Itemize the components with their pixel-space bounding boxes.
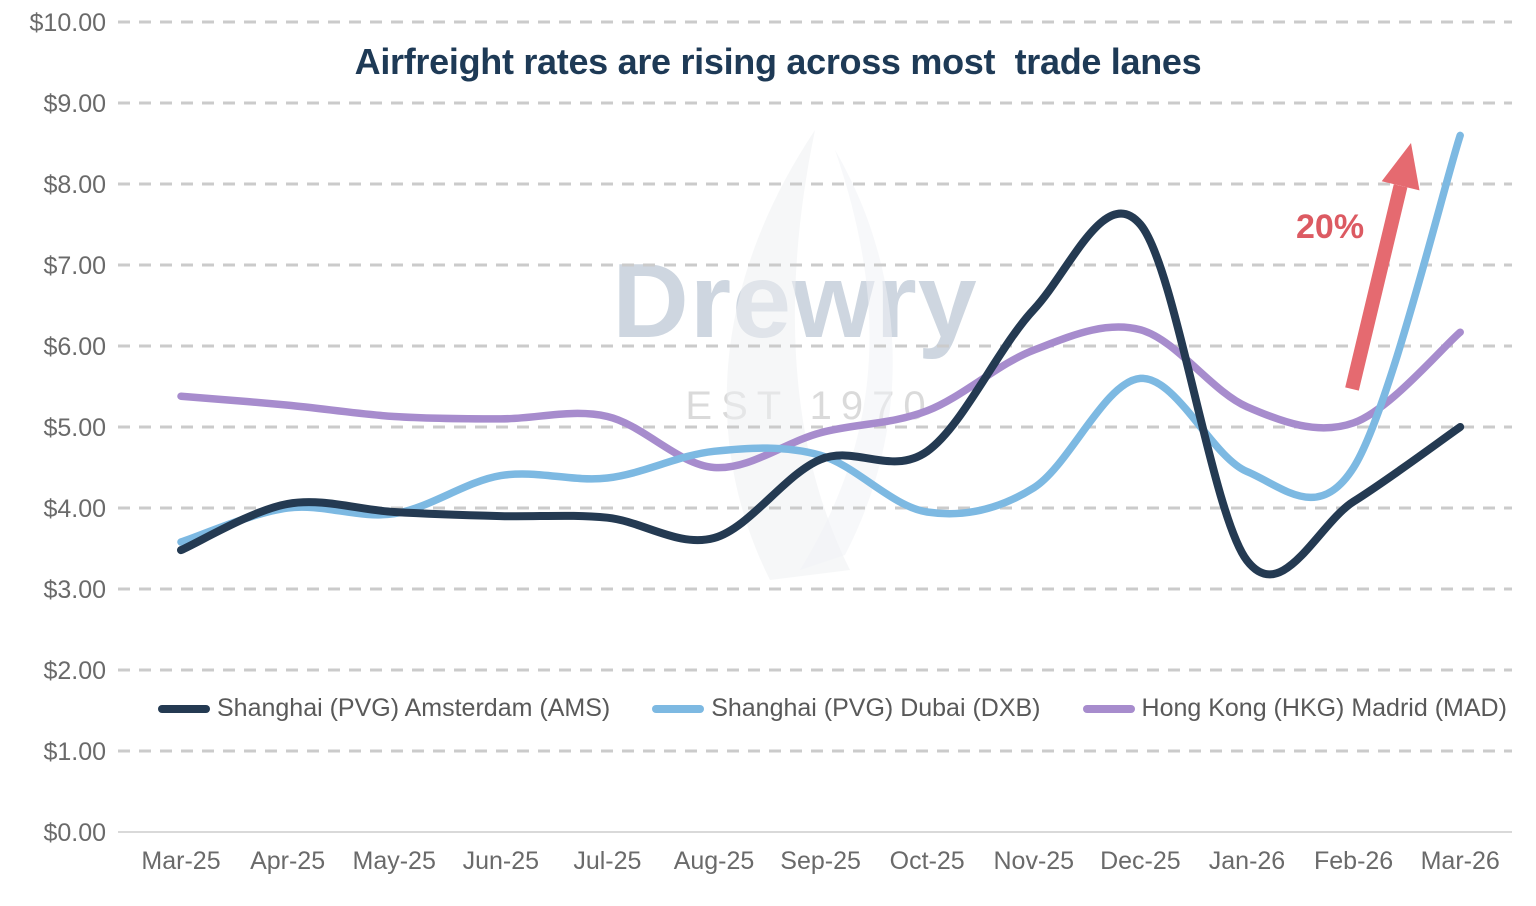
y-tick-label: $0.00 xyxy=(43,819,106,847)
watermark-flame-icon xyxy=(800,150,893,570)
chart-legend: Shanghai (PVG) Amsterdam (AMS) Shanghai … xyxy=(158,694,1507,723)
x-tick-label: Apr-25 xyxy=(250,847,325,875)
y-tick-label: $4.00 xyxy=(43,495,106,523)
x-tick-label: Nov-25 xyxy=(994,847,1075,875)
legend-label-hongkong-madrid: Hong Kong (HKG) Madrid (MAD) xyxy=(1141,694,1507,722)
growth-arrow-icon xyxy=(1345,143,1420,391)
y-tick-label: $5.00 xyxy=(43,414,106,442)
x-tick-label: May-25 xyxy=(353,847,436,875)
x-tick-label: Oct-25 xyxy=(890,847,965,875)
legend-swatch-shanghai-dubai xyxy=(652,704,705,713)
x-tick-label: Feb-26 xyxy=(1314,847,1393,875)
x-tick-label: Jun-25 xyxy=(463,847,539,875)
chart-title: Airfreight rates are rising across most … xyxy=(354,41,1202,82)
y-tick-label: $8.00 xyxy=(43,171,106,199)
legend-item-hongkong-madrid: Hong Kong (HKG) Madrid (MAD) xyxy=(1082,694,1507,723)
x-tick-label: Jul-25 xyxy=(573,847,641,875)
legend-item-shanghai-amsterdam: Shanghai (PVG) Amsterdam (AMS) xyxy=(158,694,610,723)
series-line-1 xyxy=(177,131,1464,546)
x-tick-label: Jan-26 xyxy=(1209,847,1285,875)
y-tick-label: $2.00 xyxy=(43,657,106,685)
x-tick-label: Mar-26 xyxy=(1421,847,1500,875)
y-tick-label: $10.00 xyxy=(30,9,106,37)
y-tick-label: $6.00 xyxy=(43,333,106,361)
x-tick-label: Sep-25 xyxy=(780,847,861,875)
series-line-2 xyxy=(177,323,1464,472)
y-tick-label: $1.00 xyxy=(43,738,106,766)
legend-label-shanghai-dubai: Shanghai (PVG) Dubai (DXB) xyxy=(711,694,1041,722)
legend-swatch-hongkong-madrid xyxy=(1082,704,1135,713)
legend-label-shanghai-amsterdam: Shanghai (PVG) Amsterdam (AMS) xyxy=(217,694,611,722)
y-tick-label: $3.00 xyxy=(43,576,106,604)
x-tick-label: Mar-25 xyxy=(141,847,220,875)
legend-item-shanghai-dubai: Shanghai (PVG) Dubai (DXB) xyxy=(652,694,1041,723)
legend-swatch-shanghai-amsterdam xyxy=(158,704,210,713)
watermark-flame-icon xyxy=(726,130,850,580)
x-tick-label: Aug-25 xyxy=(674,847,755,875)
y-tick-label: $7.00 xyxy=(43,252,106,280)
y-tick-label: $9.00 xyxy=(43,90,106,118)
series-line-0 xyxy=(177,209,1465,579)
growth-annotation-label: 20% xyxy=(1296,208,1365,246)
x-tick-label: Dec-25 xyxy=(1100,847,1181,875)
